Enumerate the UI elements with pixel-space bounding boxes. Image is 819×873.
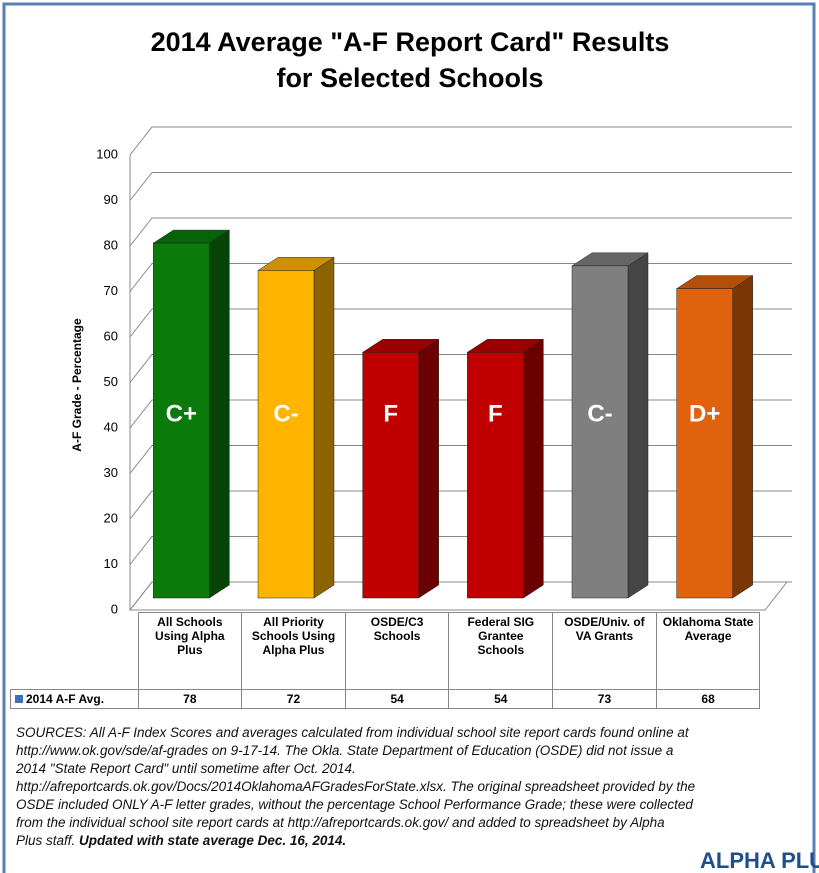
blank-cell bbox=[11, 613, 139, 690]
bar-side bbox=[209, 229, 230, 599]
legend-label: 2014 A-F Avg. bbox=[26, 692, 105, 706]
bar-front bbox=[257, 270, 315, 599]
grid-line bbox=[129, 126, 792, 156]
y-tick-label: 70 bbox=[104, 283, 118, 298]
table-value: 54 bbox=[344, 689, 450, 709]
table-value: 78 bbox=[137, 689, 243, 709]
grade-label: C+ bbox=[166, 400, 197, 427]
source-text: http://www.ok.gov/sde/af-grades on 9-17-… bbox=[16, 743, 674, 758]
source-text: Plus staff. bbox=[16, 833, 76, 848]
bar-front bbox=[676, 288, 733, 599]
table-value: 54 bbox=[448, 689, 554, 709]
category-label: Federal SIG Grantee Schools bbox=[448, 612, 554, 690]
source-text: 2014 "State Report Card" until sometime … bbox=[16, 761, 356, 776]
bar bbox=[152, 229, 231, 599]
y-tick-label: 60 bbox=[104, 328, 118, 343]
y-tick-label: 100 bbox=[96, 146, 118, 161]
sources: SOURCES: All A-F Index Scores and averag… bbox=[16, 724, 695, 850]
bar bbox=[466, 338, 545, 599]
table-value: 73 bbox=[552, 689, 657, 709]
category-label: All Priority Schools Using Alpha Plus bbox=[241, 612, 346, 690]
category-label: All Schools Using Alpha Plus bbox=[137, 612, 243, 690]
y-tick-label: 50 bbox=[104, 374, 118, 389]
bar-front bbox=[571, 265, 629, 599]
bar-side bbox=[523, 338, 544, 599]
header-row: All Schools Using Alpha Plus All Priority… bbox=[11, 612, 761, 690]
source-text: OSDE included ONLY A-F letter grades, wi… bbox=[16, 797, 693, 812]
source-text: http://afreportcards.ok.gov/Docs/2014Okl… bbox=[16, 779, 696, 794]
source-text: from the individual school site report c… bbox=[16, 815, 665, 830]
source-line: http://afreportcards.ok.gov/Docs/2014Okl… bbox=[16, 778, 695, 796]
bar-front bbox=[362, 352, 419, 599]
source-line: from the individual school site report c… bbox=[16, 814, 695, 832]
chart-title: for Selected Schools bbox=[276, 63, 543, 93]
category-label: OSDE/Univ. of VA Grants bbox=[552, 612, 657, 690]
bar-side bbox=[732, 275, 753, 599]
bar-side bbox=[627, 252, 649, 599]
grid-line bbox=[129, 172, 792, 201]
grade-label: C- bbox=[273, 400, 298, 427]
grade-label: D+ bbox=[689, 400, 720, 427]
category-label: Oklahoma State Average bbox=[655, 612, 761, 690]
legend-swatch bbox=[15, 695, 23, 703]
bar-front bbox=[467, 352, 524, 599]
bar-side bbox=[313, 256, 335, 599]
bar-side bbox=[418, 338, 439, 599]
source-line: OSDE included ONLY A-F letter grades, wi… bbox=[16, 796, 695, 814]
y-tick-label: 40 bbox=[104, 419, 118, 434]
y-tick-label: 0 bbox=[111, 601, 118, 616]
grade-label: C- bbox=[587, 400, 612, 427]
bar bbox=[571, 252, 649, 599]
bar bbox=[361, 338, 440, 599]
y-tick-label: 90 bbox=[104, 192, 118, 207]
bar bbox=[675, 275, 754, 599]
y-tick-label: 20 bbox=[104, 510, 118, 525]
legend-cell: 2014 A-F Avg. bbox=[10, 689, 139, 709]
source-line: SOURCES: All A-F Index Scores and averag… bbox=[16, 724, 695, 742]
chart-title: 2014 Average "A-F Report Card" Results bbox=[151, 27, 670, 57]
source-text: SOURCES: All A-F Index Scores and averag… bbox=[16, 725, 689, 740]
grade-label: F bbox=[383, 400, 398, 427]
bar bbox=[257, 256, 335, 599]
grid-line bbox=[129, 217, 792, 247]
y-axis-label: A-F Grade - Percentage bbox=[70, 318, 84, 452]
y-tick-label: 30 bbox=[104, 465, 118, 480]
table-value: 72 bbox=[241, 689, 346, 709]
source-line: Plus staff. Updated with state average D… bbox=[16, 832, 695, 850]
y-tick-label: 10 bbox=[104, 556, 118, 571]
grade-label: F bbox=[488, 400, 503, 427]
bar-front bbox=[153, 242, 210, 599]
source-line: 2014 "State Report Card" until sometime … bbox=[16, 760, 695, 778]
table-value: 68 bbox=[655, 689, 761, 709]
data-table: All Schools Using Alpha Plus All Priority… bbox=[10, 612, 761, 709]
category-label: OSDE/C3 Schools bbox=[344, 612, 450, 690]
source-line: http://www.ok.gov/sde/af-grades on 9-17-… bbox=[16, 742, 695, 760]
value-row: 2014 A-F Avg. 78 72 54 54 73 68 bbox=[10, 689, 761, 709]
y-tick-label: 80 bbox=[104, 237, 118, 252]
source-update: Updated with state average Dec. 16, 2014… bbox=[79, 833, 347, 848]
logo: ALPHA PLUS bbox=[700, 848, 819, 873]
